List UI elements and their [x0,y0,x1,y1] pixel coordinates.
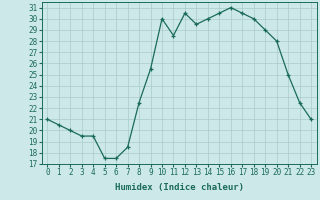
X-axis label: Humidex (Indice chaleur): Humidex (Indice chaleur) [115,183,244,192]
